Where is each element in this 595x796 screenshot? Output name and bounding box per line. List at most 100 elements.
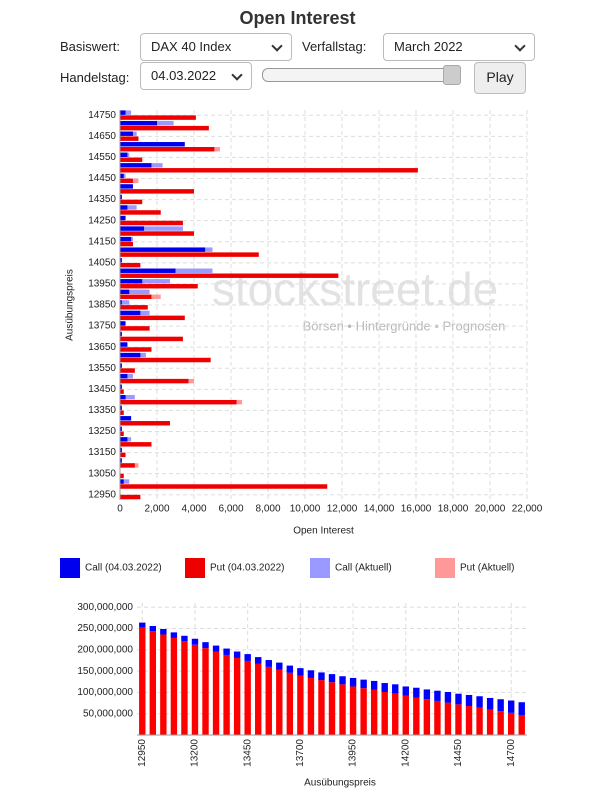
bar — [120, 110, 126, 115]
bar-segment — [212, 645, 220, 652]
bar — [120, 426, 122, 432]
bar-segment — [191, 644, 199, 735]
bar — [120, 125, 209, 131]
bar-segment — [181, 635, 188, 642]
bar — [120, 220, 183, 226]
bar-segment — [328, 674, 336, 683]
bar — [120, 300, 130, 305]
bar — [120, 157, 143, 162]
date-slider[interactable] — [262, 65, 461, 85]
bar-segment — [392, 684, 399, 694]
bar-segment — [244, 654, 251, 661]
bar-segment — [318, 672, 325, 681]
bar — [120, 416, 132, 421]
y-tick-label: 13650 — [88, 342, 116, 353]
bar — [120, 310, 141, 316]
bar-segment — [434, 700, 441, 735]
slider-thumb[interactable] — [443, 65, 461, 85]
x-tick-label: 13200 — [190, 739, 201, 767]
y-tick-label: 13750 — [88, 321, 116, 332]
bar-segment — [328, 682, 336, 735]
bar — [120, 479, 124, 484]
bar-segment — [360, 679, 367, 689]
bar-segment — [339, 684, 346, 735]
bar — [120, 447, 122, 453]
bar-segment — [223, 654, 230, 735]
bar — [120, 147, 215, 152]
y-tick-label: 13850 — [88, 300, 116, 311]
verfallstag-select[interactable]: March 2022 — [383, 33, 535, 61]
x-tick-label: 18,000 — [438, 504, 469, 515]
x-tick-label: 8,000 — [255, 504, 280, 515]
bar-segment — [486, 697, 494, 710]
bar-segment — [265, 666, 272, 735]
bar-segment — [170, 637, 178, 735]
bar — [120, 342, 128, 347]
x-tick-label: 13700 — [295, 739, 306, 767]
bar-segment — [202, 648, 209, 735]
legend-label: Put (Aktuell) — [460, 563, 514, 574]
bar-segment — [139, 627, 146, 735]
bar — [120, 437, 128, 442]
bar-segment — [413, 697, 420, 735]
bar-segment — [276, 669, 283, 735]
bar — [120, 258, 122, 263]
bar — [120, 142, 185, 147]
bar-segment — [297, 668, 304, 676]
x-axis-title: Open Interest — [293, 526, 354, 537]
x-tick-label: 20,000 — [475, 504, 506, 515]
bar — [120, 389, 124, 394]
y-tick-label: 14150 — [88, 236, 116, 247]
bar-segment — [465, 706, 473, 735]
basiswert-label: Basiswert: — [60, 39, 120, 54]
bar-segment — [202, 642, 209, 649]
bar — [120, 305, 148, 310]
x-tick-label: 0 — [117, 504, 123, 515]
bar — [120, 189, 194, 194]
bar-segment — [486, 709, 494, 735]
bar — [120, 289, 130, 295]
bar — [120, 152, 128, 157]
bar-segment — [402, 686, 409, 696]
verfallstag-label: Verfallstag: — [302, 39, 367, 54]
y-tick-label: 13150 — [88, 447, 116, 458]
bar-segment — [370, 689, 378, 735]
bar-segment — [286, 672, 294, 735]
bar-segment — [255, 663, 262, 735]
bar — [120, 300, 122, 305]
bar — [120, 279, 143, 284]
bar — [120, 262, 141, 268]
bar — [120, 484, 328, 489]
bar — [120, 294, 152, 299]
bar-segment — [139, 622, 146, 628]
y-tick-label: 13250 — [88, 426, 116, 437]
bar — [120, 131, 133, 136]
bar-segment — [244, 660, 251, 735]
bar — [120, 173, 124, 179]
bar-segment — [255, 657, 262, 664]
bar-segment — [434, 690, 441, 701]
basiswert-select[interactable]: DAX 40 Index — [140, 33, 292, 61]
bar — [120, 215, 126, 221]
bar-segment — [455, 693, 462, 705]
bar — [120, 194, 122, 200]
legend-swatch — [60, 558, 80, 578]
bar-segment — [413, 687, 420, 698]
bar — [120, 226, 183, 231]
bar — [120, 231, 194, 236]
y-tick-label: 14650 — [88, 131, 116, 142]
y-tick-label: 100,000,000 — [77, 687, 133, 698]
legend-swatch — [435, 558, 455, 578]
bar-segment — [518, 714, 525, 735]
bar — [120, 384, 122, 389]
bar-segment — [381, 683, 388, 692]
handelstag-select[interactable]: 04.03.2022 — [140, 62, 252, 90]
play-button[interactable]: Play — [474, 62, 526, 94]
bar-segment — [233, 651, 241, 658]
legend-label: Call (Aktuell) — [335, 563, 392, 574]
bar — [120, 247, 206, 252]
x-tick-label: 10,000 — [290, 504, 321, 515]
y-tick-label: 200,000,000 — [77, 644, 133, 655]
bar — [120, 363, 122, 368]
y-tick-label: 14050 — [88, 257, 116, 268]
